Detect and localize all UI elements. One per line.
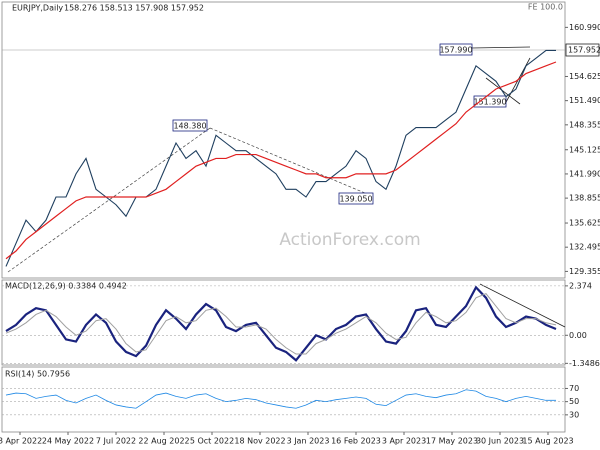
- y-tick-label: 50: [569, 397, 579, 406]
- annotation: 148.380: [173, 122, 206, 131]
- x-tick-label: 8 Apr 2022: [0, 437, 42, 446]
- annotation: 157.990: [439, 46, 472, 55]
- x-tick-label: 30 Jun 2023: [476, 437, 524, 446]
- series-line: [5, 293, 557, 355]
- y-tick-label: 2.374: [569, 281, 592, 290]
- y-tick-label: 151.490: [569, 96, 600, 105]
- annotation-box: [172, 119, 208, 132]
- series-line: [5, 61, 557, 260]
- macd-title: MACD(12,26,9) 0.3384 0.4942: [5, 282, 127, 291]
- chart-subtitle: 158.276 158.513 157.908 157.952: [64, 4, 204, 13]
- trend-line: [471, 46, 531, 49]
- last-price-label: 157.952: [568, 46, 600, 55]
- annotation-box: [338, 192, 374, 205]
- x-tick-label: 24 May 2022: [42, 437, 94, 446]
- rsi-title: RSI(14) 50.7956: [5, 370, 70, 379]
- y-tick-label: 154.625: [569, 72, 600, 81]
- trend-line: [479, 283, 566, 328]
- annotation: 151.390: [473, 98, 506, 107]
- x-tick-label: 7 Jul 2022: [96, 437, 136, 446]
- trend-line: [485, 77, 521, 105]
- x-tick-label: 18 Nov 2022: [234, 437, 285, 446]
- y-tick-label: 138.855: [569, 194, 600, 203]
- y-tick-label: -1.3486: [569, 359, 600, 368]
- series-line: [5, 389, 556, 409]
- y-tick-label: 132.495: [569, 243, 600, 252]
- annotation: 139.050: [339, 195, 372, 204]
- y-tick-label: 141.990: [569, 169, 600, 178]
- series-line: [5, 285, 557, 362]
- x-tick-label: 16 Feb 2023: [331, 437, 381, 446]
- y-tick-label: 70: [569, 384, 579, 393]
- x-tick-label: 3 Apr 2023: [382, 437, 426, 446]
- x-tick-label: 22 Aug 2022: [138, 437, 189, 446]
- annotation-box: [439, 43, 473, 56]
- x-tick-label: 15 Aug 2023: [522, 437, 573, 446]
- y-tick-label: 160.990: [569, 23, 600, 32]
- y-tick-label: 135.625: [569, 219, 600, 228]
- annotation-box: [473, 95, 507, 108]
- price-label-box: [565, 43, 600, 57]
- rsi-pane: [1, 366, 566, 433]
- y-tick-label: 30: [569, 410, 579, 419]
- y-tick-label: 0.00: [569, 331, 587, 340]
- y-tick-label: 129.355: [569, 267, 600, 276]
- trend-line: [7, 127, 211, 273]
- series-line: [5, 49, 556, 267]
- watermark: ActionForex.com: [279, 230, 420, 250]
- x-tick-label: 5 Oct 2022: [190, 437, 234, 446]
- x-tick-label: 3 Jan 2023: [287, 437, 330, 446]
- annotation: FE 100.0: [528, 3, 563, 12]
- trend-line: [209, 127, 373, 197]
- x-tick-label: 17 May 2023: [426, 437, 478, 446]
- y-tick-label: 148.355: [569, 120, 600, 129]
- y-tick-label: 145.125: [569, 145, 600, 154]
- chart-title: EURJPY,Daily: [12, 4, 63, 13]
